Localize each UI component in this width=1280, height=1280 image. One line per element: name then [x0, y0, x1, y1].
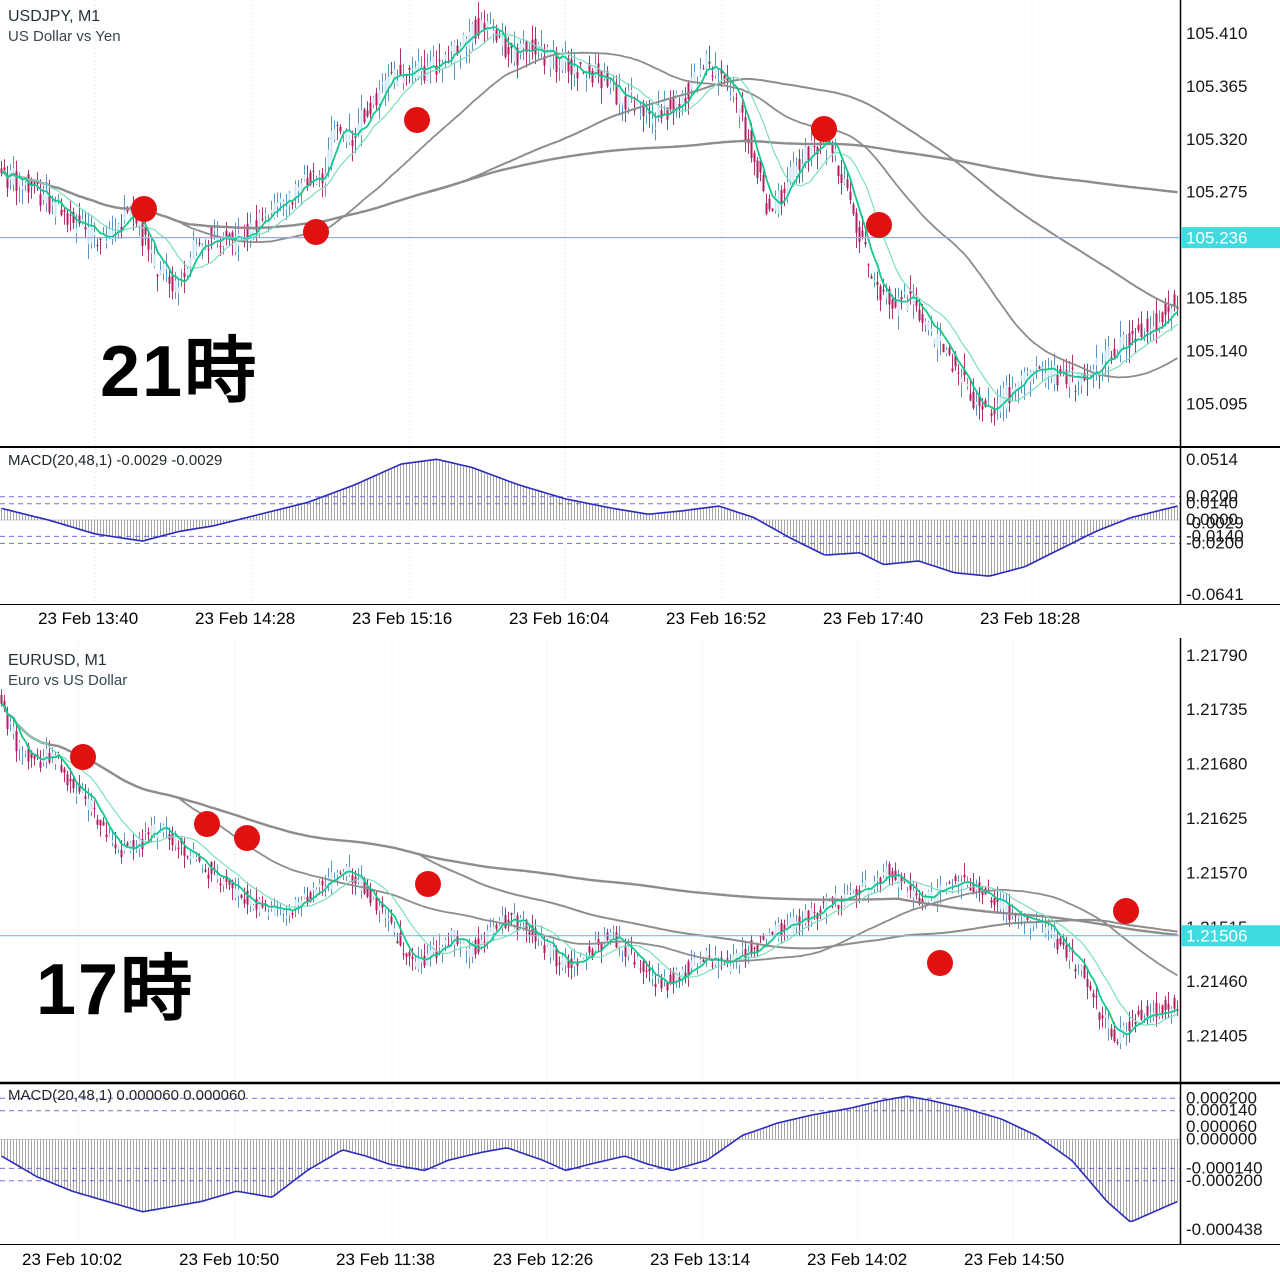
macd-axis-label: -0.0200: [1186, 533, 1244, 552]
current-price-badge: [1181, 227, 1280, 249]
usdjpy-chart-canvas[interactable]: 105.410 105.365 105.320 105.275 105.185 105.1…: [0, 0, 1280, 605]
price-axis-label: 105.320: [1186, 130, 1247, 149]
time-tick: 23 Feb 12:26: [493, 1250, 594, 1269]
price-axis-label: 1.21570: [1186, 863, 1247, 882]
current-price-badge-text: 105.236: [1186, 229, 1247, 248]
red-dot-annotations: [131, 107, 892, 245]
usdjpy-chart-section: 105.410 105.365 105.320 105.275 105.185 105.1…: [0, 0, 1280, 638]
red-dot-marker: [194, 811, 220, 837]
macd-histogram: [1, 1096, 1178, 1222]
red-dot-annotations: [70, 744, 1139, 976]
grid-lines: [94, 0, 1033, 605]
price-axis-label: 1.21625: [1186, 809, 1247, 828]
macd-line: [1, 458, 1178, 577]
red-dot-marker: [811, 116, 837, 142]
price-axis-label: 105.095: [1186, 395, 1247, 414]
current-price-badge: [1181, 925, 1280, 947]
price-axis-label: 105.410: [1186, 24, 1247, 43]
macd-panel: [0, 458, 1180, 577]
price-axis-label: 1.21680: [1186, 755, 1247, 774]
time-tick: 23 Feb 13:40: [38, 609, 139, 628]
price-axis-label: 1.21790: [1186, 646, 1247, 665]
moving-averages-layer: [0, 25, 1179, 411]
time-tick: 23 Feb 13:14: [650, 1250, 751, 1269]
macd-line: [1, 1095, 1178, 1223]
moving-averages-layer: [0, 703, 1178, 1036]
macd-axis-label: -0.000438: [1186, 1220, 1263, 1239]
price-axis-label: 105.185: [1186, 289, 1247, 308]
macd-axis-label: 0.000140: [1186, 1101, 1257, 1120]
time-axis: 23 Feb 10:02 23 Feb 10:50 23 Feb 11:38 2…: [0, 1250, 1280, 1270]
price-axis-label: 1.21460: [1186, 972, 1247, 991]
time-tick: 23 Feb 10:02: [22, 1250, 123, 1269]
time-tick: 23 Feb 18:28: [980, 609, 1081, 628]
price-axis: 105.410 105.365 105.320 105.275 105.185 105.1…: [1186, 24, 1247, 604]
macd-axis-label: -0.000200: [1186, 1171, 1263, 1190]
time-axis: 23 Feb 13:40 23 Feb 14:28 23 Feb 15:16 2…: [0, 609, 1280, 629]
eurusd-chart-canvas[interactable]: 1.21790 1.21735 1.21680 1.21625 1.21570 1.215…: [0, 638, 1280, 1245]
macd-axis-label: -0.000140: [1186, 1158, 1263, 1177]
macd-axis-label: 0.000000: [1186, 1130, 1257, 1149]
time-tick: 23 Feb 14:28: [195, 609, 296, 628]
red-dot-marker: [415, 871, 441, 897]
time-tick: 23 Feb 10:50: [179, 1250, 280, 1269]
red-dot-marker: [1113, 898, 1139, 924]
time-tick: 23 Feb 16:52: [666, 609, 767, 628]
macd-panel: [0, 1095, 1180, 1223]
macd-axis-label: 0.0140: [1186, 494, 1238, 513]
price-axis-label: 105.365: [1186, 77, 1247, 96]
macd-axis-label: -0.0029: [1186, 513, 1244, 532]
red-dot-marker: [866, 212, 892, 238]
price-axis-label: 1.21735: [1186, 700, 1247, 719]
time-tick: 23 Feb 11:38: [336, 1250, 435, 1269]
macd-axis-label: 0.0514: [1186, 450, 1238, 469]
price-axis: 1.21790 1.21735 1.21680 1.21625 1.21570 1.215…: [1186, 646, 1263, 1239]
time-tick: 23 Feb 17:40: [823, 609, 924, 628]
time-tick: 23 Feb 15:16: [352, 609, 453, 628]
macd-axis-label: -0.0140: [1186, 526, 1244, 545]
current-price-badge-text: 1.21506: [1186, 927, 1247, 946]
red-dot-marker: [131, 196, 157, 222]
macd-axis-label: 0.000060: [1186, 1117, 1257, 1136]
red-dot-marker: [927, 950, 953, 976]
red-dot-marker: [234, 825, 260, 851]
red-dot-marker: [303, 219, 329, 245]
macd-axis-label: 0.0000: [1186, 510, 1238, 529]
candle-wicks-layer: [1, 689, 1178, 1050]
red-dot-marker: [404, 107, 430, 133]
price-axis-label: 105.275: [1186, 183, 1247, 202]
eurusd-chart-section: 1.21790 1.21735 1.21680 1.21625 1.21570 1.215…: [0, 638, 1280, 1280]
macd-axis-label: 0.000200: [1186, 1088, 1257, 1107]
macd-histogram: [1, 459, 1178, 577]
price-axis-label: 105.140: [1186, 342, 1247, 361]
red-dot-marker: [70, 744, 96, 770]
price-axis-label: 1.21405: [1186, 1027, 1247, 1046]
time-tick: 23 Feb 14:50: [964, 1250, 1065, 1269]
macd-axis-label: -0.0641: [1186, 585, 1244, 604]
macd-axis-label: 0.0200: [1186, 487, 1238, 506]
time-tick: 23 Feb 16:04: [509, 609, 610, 628]
time-tick: 23 Feb 14:02: [807, 1250, 908, 1269]
candle-bodies-layer: [0, 695, 1179, 1044]
